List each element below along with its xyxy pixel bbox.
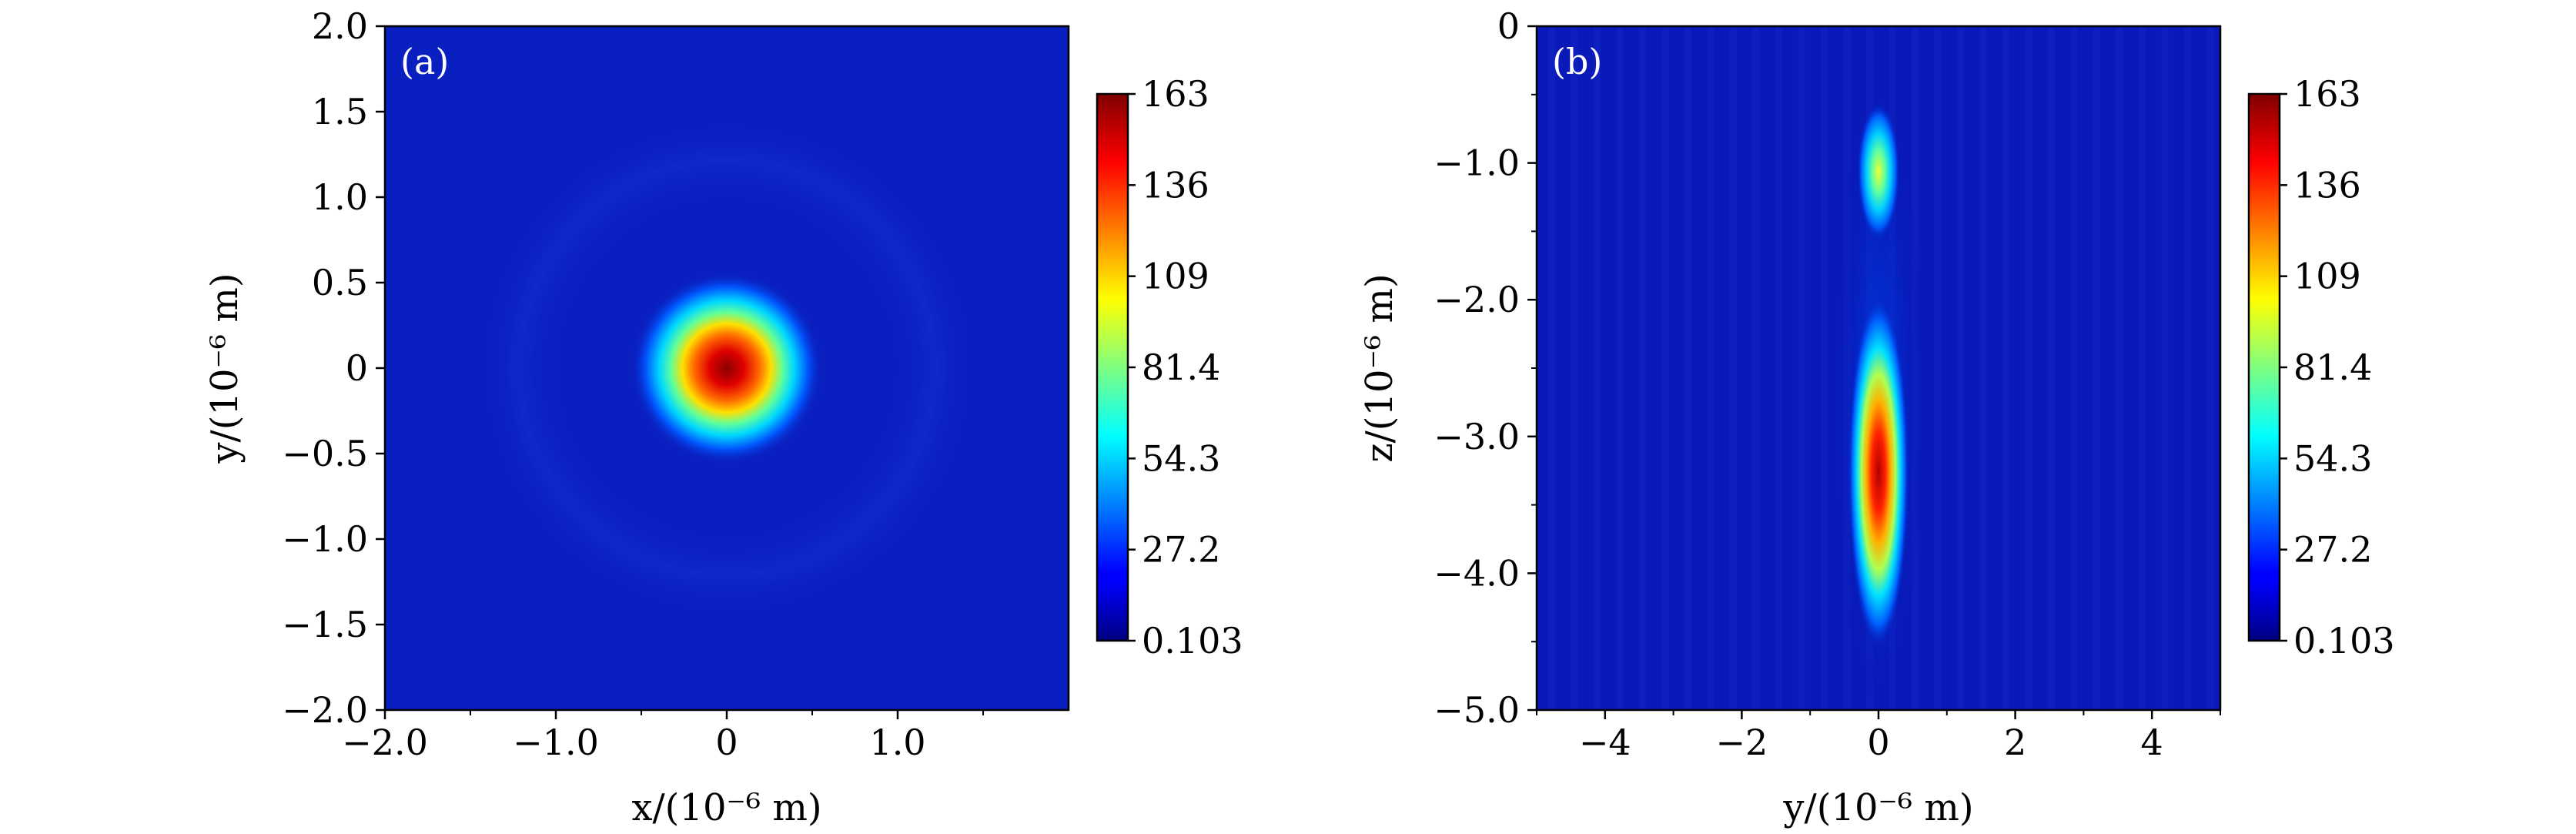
colorbar-tick-label: 109 — [1142, 256, 1209, 297]
y-axis-title-b: z/(10⁻⁶ m) — [1358, 273, 1401, 462]
x-axis-title-b: y/(10⁻⁶ m) — [1782, 786, 1973, 829]
y-tick-label: −3.0 — [1434, 416, 1520, 457]
x-tick-label: −1.0 — [513, 722, 599, 763]
heatmap-b-fringe — [1684, 26, 1691, 710]
colorbar-a-gradient — [1097, 94, 1128, 641]
heatmap-b-fringe — [2025, 26, 2032, 710]
heatmap-b-fringe — [1639, 26, 1646, 710]
heatmap-b-fringe — [1821, 26, 1828, 710]
y-tick-label: 1.5 — [312, 91, 368, 132]
x-tick-label: 4 — [2141, 722, 2163, 763]
heatmap-panel-b: −4 −2 0 2 4 0 −1.0 −2.0 −3.0 −4.0 −5.0 (b) y/(10⁻… — [1358, 5, 2395, 829]
colorbar-a: 163 136 109 81.4 54.3 27.2 0.103 — [1096, 73, 1243, 662]
colorbar-tick-label: 163 — [1142, 73, 1209, 115]
y-tick-label: −5.0 — [1434, 689, 1520, 731]
y-tick-label: −2.0 — [282, 689, 368, 731]
heatmap-b-fringe — [2206, 26, 2214, 710]
heatmap-b-fringe — [1934, 26, 1942, 710]
y-tick-label: −1.0 — [1434, 142, 1520, 184]
heatmap-b-fringe — [2116, 26, 2123, 710]
x-tick-label: −2.0 — [342, 722, 428, 763]
heatmap-b-fringe — [1661, 26, 1669, 710]
colorbar-tick-label: 81.4 — [2293, 347, 2372, 388]
heatmap-b-fringes — [1548, 26, 2214, 710]
colorbar-tick-label: 163 — [2293, 73, 2361, 115]
colorbar-tick-label: 54.3 — [2293, 437, 2372, 479]
heatmap-b-fringe — [2002, 26, 2009, 710]
colorbar-tick-label: 81.4 — [1142, 347, 1220, 388]
y-tick-label: 0.5 — [312, 262, 368, 303]
x-axis-title-a: x/(10⁻⁶ m) — [631, 786, 821, 829]
heatmap-b-fringe — [1594, 26, 1601, 710]
colorbar-tick-label: 136 — [1142, 164, 1209, 206]
heatmap-b-lower-spot — [1848, 295, 1909, 649]
heatmap-b-fringe — [1616, 26, 1624, 710]
heatmap-b-fringe — [2139, 26, 2146, 710]
heatmap-b-fringe — [1730, 26, 1737, 710]
heatmap-b-fringe — [1707, 26, 1715, 710]
colorbar-b: 163 136 109 81.4 54.3 27.2 0.103 — [2247, 73, 2395, 662]
y-tick-label: 1.0 — [312, 176, 368, 218]
heatmap-b-fringe — [2184, 26, 2191, 710]
colorbar-tick-label: 27.2 — [1142, 529, 1220, 571]
x-tick-label: −4 — [1579, 722, 1631, 763]
colorbar-tick-label: 27.2 — [2293, 529, 2372, 571]
colorbar-tick-label: 0.103 — [2293, 620, 2395, 662]
heatmap-b-upper-spot — [1857, 102, 1900, 241]
heatmap-b-fringe — [2048, 26, 2055, 710]
heatmap-panel-a: −2.0 −1.0 0 1.0 2.0 1.5 1.0 0.5 0 −0.5 −1.0 −1.5 −2… — [203, 5, 1243, 829]
heatmap-b-fringe — [2070, 26, 2078, 710]
x-axis-ticks-b: −4 −2 0 2 4 — [1536, 710, 2221, 763]
heatmap-b-fringe — [1957, 26, 1964, 710]
colorbar-b-ticks: 163 136 109 81.4 54.3 27.2 0.103 — [2280, 73, 2395, 662]
y-axis-ticks-b: 0 −1.0 −2.0 −3.0 −4.0 −5.0 — [1434, 5, 1537, 731]
heatmap-b-fringe — [1571, 26, 1578, 710]
x-tick-label: 1.0 — [869, 722, 925, 763]
heatmap-b-fringe — [1798, 26, 1805, 710]
panel-label-b: (b) — [1552, 41, 1602, 82]
colorbar-tick-label: 136 — [2293, 164, 2361, 206]
y-tick-label: −1.0 — [282, 518, 368, 560]
y-tick-label: −0.5 — [282, 433, 368, 474]
heatmap-b-fringe — [1548, 26, 1555, 710]
colorbar-tick-label: 0.103 — [1142, 620, 1243, 662]
colorbar-b-gradient — [2249, 94, 2280, 641]
y-tick-label: 2.0 — [312, 5, 368, 47]
colorbar-tick-label: 54.3 — [1142, 437, 1220, 479]
heatmap-b-fringe — [1752, 26, 1760, 710]
x-tick-label: 0 — [1867, 722, 1889, 763]
colorbar-tick-label: 109 — [2293, 256, 2361, 297]
colorbar-a-ticks: 163 136 109 81.4 54.3 27.2 0.103 — [1128, 73, 1243, 662]
y-tick-label: −2.0 — [1434, 279, 1520, 320]
y-tick-label: −1.5 — [282, 604, 368, 645]
y-tick-label: 0 — [1497, 5, 1520, 47]
heatmap-b-fringe — [1979, 26, 1987, 710]
x-tick-label: 2 — [2004, 722, 2026, 763]
x-axis-ticks-a: −2.0 −1.0 0 1.0 — [342, 710, 984, 763]
y-tick-label: 0 — [346, 347, 368, 389]
y-tick-label: −4.0 — [1434, 552, 1520, 594]
x-tick-label: 0 — [715, 722, 738, 763]
heatmap-a-central-peak — [631, 272, 823, 464]
x-tick-label: −2 — [1715, 722, 1768, 763]
heatmap-b-fringe — [2161, 26, 2169, 710]
heatmap-b-fringe — [1775, 26, 1782, 710]
panel-label-a: (a) — [400, 41, 449, 82]
y-axis-ticks-a: 2.0 1.5 1.0 0.5 0 −0.5 −1.0 −1.5 −2.0 — [282, 5, 385, 731]
y-axis-title-a: y/(10⁻⁶ m) — [203, 273, 246, 464]
heatmap-b-fringe — [2093, 26, 2100, 710]
